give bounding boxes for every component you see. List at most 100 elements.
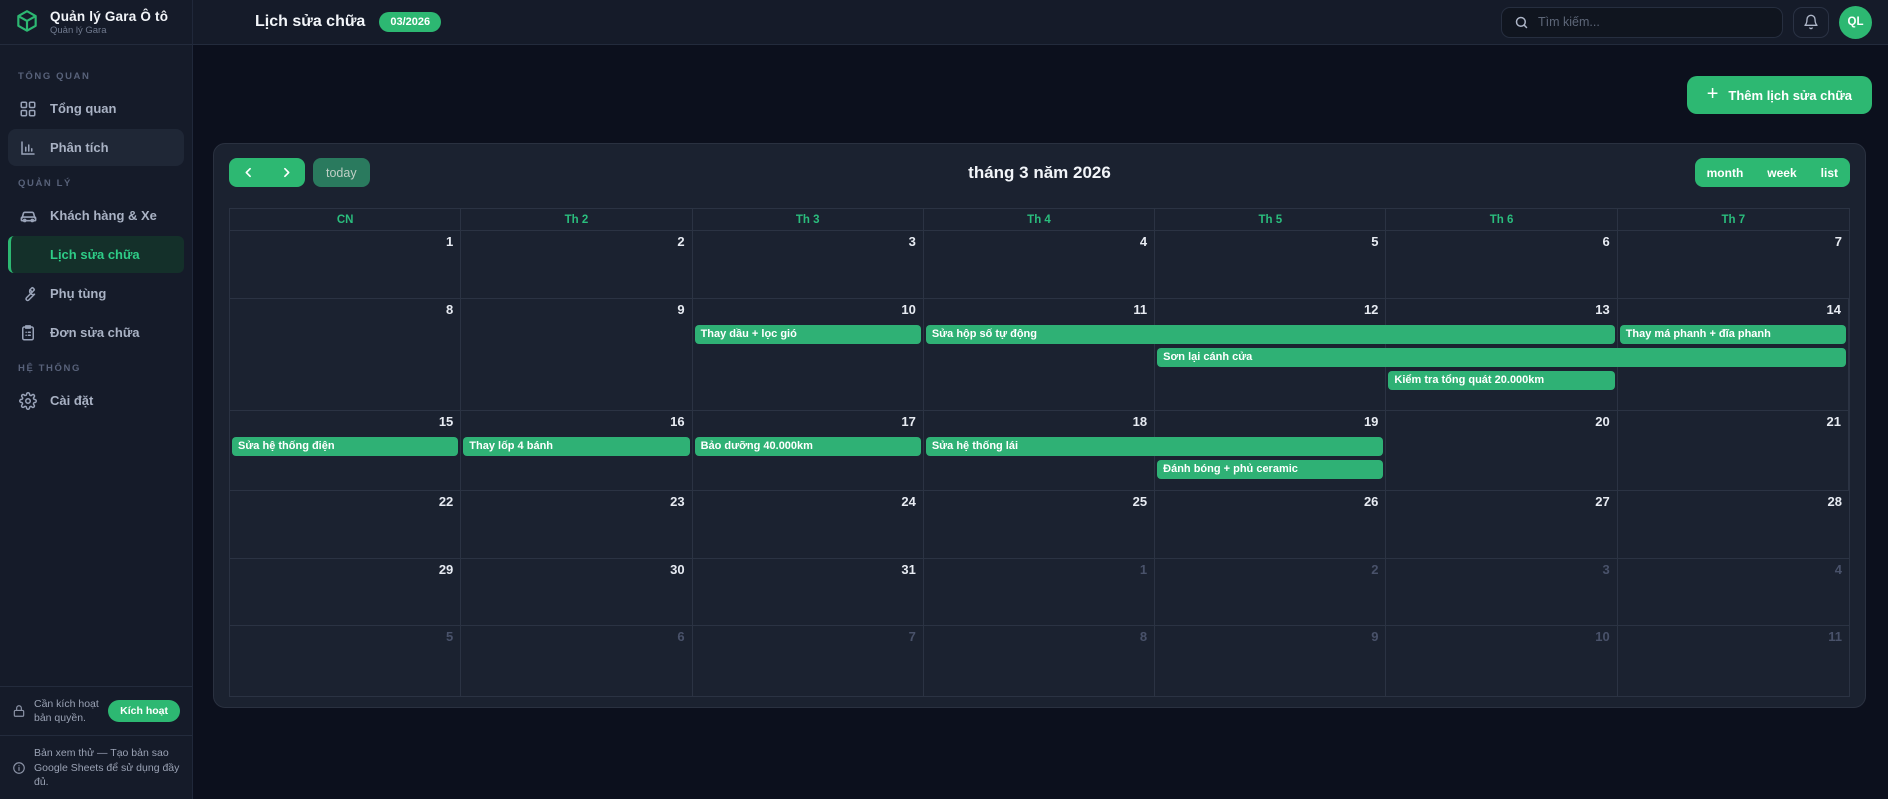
sidebar-item-khach-hang-xe[interactable]: Khách hàng & Xe [8, 197, 184, 234]
calendar-event[interactable]: Thay lốp 4 bánh [463, 437, 690, 456]
bell-icon [1803, 14, 1819, 30]
avatar[interactable]: QL [1839, 5, 1872, 39]
sidebar-footer: Cần kích hoạt bản quyền. Kích hoạt Bản x… [0, 686, 192, 799]
week-row: 5 6 7 8 9 10 11 [230, 626, 1849, 696]
day-cell[interactable]: 1 [230, 231, 462, 298]
day-cell[interactable]: 10 [1386, 626, 1618, 696]
view-month-button[interactable]: month [1695, 158, 1756, 187]
day-cell[interactable]: 5 [1155, 231, 1387, 298]
sidebar-item-label: Cài đặt [50, 393, 94, 408]
day-number: 15 [438, 414, 454, 429]
dashboard-grid-icon [18, 99, 38, 119]
week-row: 1 2 3 4 5 6 7 [230, 231, 1849, 299]
gear-icon [18, 391, 38, 411]
day-cell[interactable]: 3 [1386, 559, 1618, 625]
day-cell[interactable]: 2 [461, 231, 693, 298]
day-number: 3 [1602, 562, 1610, 577]
day-cell[interactable]: 3 [693, 231, 924, 298]
day-cell[interactable]: 7 [1618, 231, 1849, 298]
day-cell[interactable]: 24 [693, 491, 924, 558]
day-cell[interactable]: 9 [461, 299, 693, 410]
day-number: 16 [670, 414, 685, 429]
notifications-button[interactable] [1793, 6, 1829, 38]
sidebar: Quản lý Gara Ô tô Quản lý Gara TỔNG QUAN… [0, 0, 193, 799]
app-logo-icon [14, 9, 40, 35]
sidebar-item-tong-quan[interactable]: Tổng quan [8, 90, 184, 127]
activate-button[interactable]: Kích hoạt [108, 700, 180, 723]
sidebar-item-cai-dat[interactable]: Cài đặt [8, 382, 184, 419]
day-cell[interactable]: 23 [461, 491, 693, 558]
day-cell[interactable]: 27 [1386, 491, 1618, 558]
day-number: 22 [438, 494, 454, 509]
trial-notice-text: Bản xem thử — Tạo bản sao Google Sheets … [34, 747, 180, 788]
day-cell[interactable]: 15 [230, 411, 462, 490]
day-cell[interactable]: 20 [1386, 411, 1618, 490]
day-cell[interactable]: 11 [1618, 626, 1849, 696]
sidebar-item-phu-tung[interactable]: Phụ tùng [8, 275, 184, 312]
day-cell[interactable]: 6 [1386, 231, 1618, 298]
calendar-nav-group [229, 158, 305, 187]
add-schedule-label: Thêm lịch sửa chữa [1728, 87, 1852, 103]
calendar-event[interactable]: Kiểm tra tổng quát 20.000km [1388, 371, 1615, 390]
day-header: Th 3 [693, 209, 924, 230]
month-badge: 03/2026 [379, 12, 442, 32]
day-cell[interactable]: 31 [693, 559, 924, 625]
day-number: 24 [901, 494, 916, 509]
sidebar-item-don-sua-chua[interactable]: Đơn sửa chữa [8, 314, 184, 351]
day-cell[interactable]: 9 [1155, 626, 1387, 696]
day-cell[interactable]: 29 [230, 559, 462, 625]
view-list-button[interactable]: list [1809, 158, 1850, 187]
view-switcher: month week list [1694, 158, 1850, 187]
day-cell[interactable]: 8 [924, 626, 1156, 696]
day-cell[interactable]: 19 [1155, 411, 1387, 490]
day-cell[interactable]: 1 [924, 559, 1156, 625]
day-cell[interactable]: 6 [461, 626, 693, 696]
day-cell[interactable]: 16 [461, 411, 693, 490]
day-cell[interactable]: 8 [230, 299, 462, 410]
add-schedule-button[interactable]: + Thêm lịch sửa chữa [1686, 76, 1872, 114]
sidebar-item-phan-tich[interactable]: Phân tích [8, 129, 184, 166]
day-cell[interactable]: 28 [1618, 491, 1849, 558]
day-cell[interactable]: 2 [1155, 559, 1387, 625]
day-number: 12 [1363, 302, 1379, 317]
day-number: 11 [1133, 302, 1148, 317]
calendar-event[interactable]: Thay má phanh + đĩa phanh [1619, 325, 1846, 344]
day-cell[interactable]: 5 [230, 626, 462, 696]
calendar-event[interactable]: Bảo dưỡng 40.000km [694, 437, 921, 456]
calendar-event[interactable]: Thay dầu + lọc gió [694, 325, 921, 344]
view-week-button[interactable]: week [1755, 158, 1808, 187]
next-button[interactable] [267, 158, 305, 187]
day-cell[interactable]: 7 [693, 626, 924, 696]
day-number: 1 [446, 234, 454, 249]
search-input[interactable]: Tìm kiếm... [1501, 6, 1783, 38]
calendar-event[interactable]: Sửa hộp số tự động [925, 325, 1615, 344]
day-cell[interactable]: 10 [693, 299, 924, 410]
day-cell[interactable]: 30 [461, 559, 693, 625]
day-cell[interactable]: 14 [1618, 299, 1849, 410]
week-row: 15 16 17 18 19 20 21 Sửa hệ thống điện Thay lốp … [230, 411, 1849, 491]
week-row: 8 9 10 11 12 13 14 Thay dầu + lọc gió Sửa hộp số… [230, 299, 1849, 411]
plus-icon: + [1706, 83, 1719, 105]
calendar-event[interactable]: Đánh bóng + phủ ceramic [1157, 460, 1384, 479]
sidebar-item-lich-sua-chua[interactable]: Lịch sửa chữa [8, 236, 184, 273]
day-cell[interactable]: 11 [924, 299, 1156, 410]
day-cell[interactable]: 25 [924, 491, 1156, 558]
day-number: 2 [1371, 562, 1379, 577]
today-button[interactable]: today [313, 158, 370, 187]
lock-icon [12, 704, 26, 718]
day-cell[interactable]: 21 [1618, 411, 1849, 490]
calendar-event[interactable]: Sơn lại cánh cửa [1157, 348, 1846, 367]
day-cell[interactable]: 4 [924, 231, 1156, 298]
calendar-event[interactable]: Sửa hệ thống điện [232, 437, 459, 456]
prev-button[interactable] [229, 158, 267, 187]
calendar-event[interactable]: Sửa hệ thống lái [925, 437, 1384, 456]
day-header: Th 4 [924, 209, 1156, 230]
day-number: 4 [1834, 562, 1842, 577]
day-number: 3 [908, 234, 916, 249]
day-cell[interactable]: 17 [693, 411, 924, 490]
day-cell[interactable]: 4 [1618, 559, 1849, 625]
info-icon [12, 761, 26, 775]
day-cell[interactable]: 22 [230, 491, 462, 558]
day-number: 14 [1826, 302, 1841, 317]
day-cell[interactable]: 26 [1155, 491, 1387, 558]
